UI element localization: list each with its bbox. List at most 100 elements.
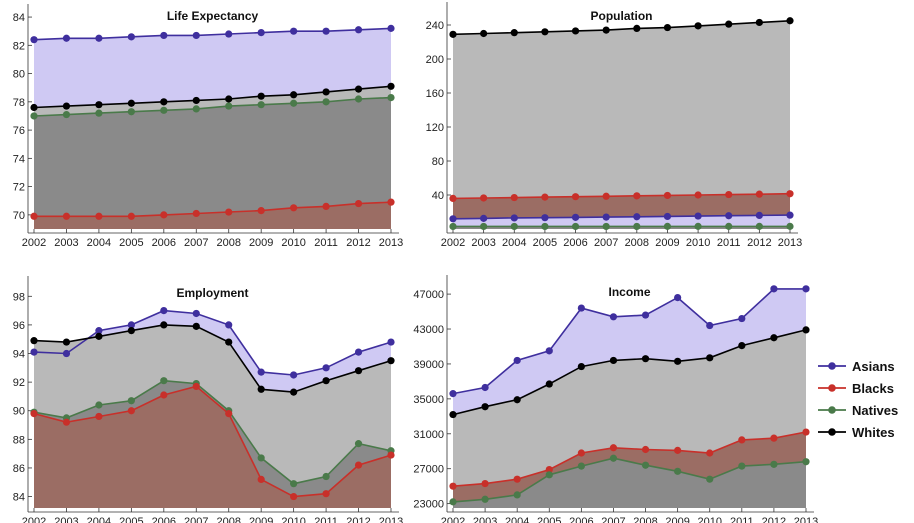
x-tick-label: 2010 (281, 237, 305, 249)
data-point-whites (510, 29, 518, 37)
data-point-natives (160, 106, 168, 114)
data-point-natives (602, 222, 610, 231)
data-point-asians (609, 313, 618, 321)
data-point-blacks (192, 382, 200, 391)
data-point-asians (95, 327, 103, 335)
y-tick-label: 70 (13, 210, 25, 222)
y-tick-label: 240 (426, 20, 444, 32)
data-point-whites (674, 357, 682, 365)
data-point-blacks (609, 444, 618, 452)
x-tick-label: 2003 (54, 237, 78, 249)
legend-label: Natives (852, 403, 898, 418)
x-tick-label: 2008 (633, 516, 657, 523)
data-point-blacks (481, 479, 489, 488)
data-point-blacks (192, 209, 200, 218)
data-point-natives (257, 454, 265, 462)
data-point-asians (387, 338, 395, 346)
data-point-asians (354, 26, 363, 34)
y-tick-label: 72 (13, 182, 25, 194)
x-tick-label: 2010 (281, 516, 305, 523)
y-tick-label: 160 (426, 88, 444, 100)
data-point-whites (545, 380, 553, 388)
y-tick-label: 200 (426, 54, 444, 66)
data-point-whites (738, 342, 746, 350)
data-point-whites (577, 362, 585, 371)
data-point-asians (30, 36, 38, 44)
data-point-blacks (290, 204, 298, 212)
data-point-asians (510, 214, 518, 222)
data-point-asians (257, 368, 265, 376)
data-point-natives (802, 458, 810, 466)
data-point-asians (663, 212, 672, 221)
chart-title: Life Expectancy (167, 9, 259, 23)
x-tick-label: 2004 (87, 516, 111, 523)
data-point-blacks (694, 191, 702, 199)
y-tick-label: 76 (13, 125, 25, 137)
area-band-natives (34, 97, 391, 217)
data-point-blacks (354, 461, 363, 469)
data-point-blacks (738, 436, 746, 444)
data-point-whites (192, 96, 200, 105)
legend-swatch-marker (828, 428, 836, 436)
x-tick-label: 2013 (379, 237, 403, 249)
data-point-blacks (225, 409, 233, 418)
x-tick-label: 2012 (762, 516, 786, 523)
data-point-whites (30, 337, 38, 345)
data-point-whites (786, 17, 794, 25)
x-tick-label: 2012 (346, 516, 370, 523)
chart-income: 23000 27000 31000 35000 39000 43000 47000 2002 2… (413, 275, 818, 523)
data-point-whites (541, 28, 549, 36)
x-tick-label: 2012 (346, 237, 370, 249)
data-point-whites (571, 27, 580, 35)
data-point-natives (449, 498, 457, 506)
data-point-whites (481, 403, 489, 411)
x-tick-label: 2004 (87, 237, 111, 249)
data-point-blacks (755, 190, 763, 198)
data-point-blacks (706, 449, 714, 457)
data-point-natives (725, 222, 733, 230)
y-tick-label: 35000 (413, 394, 444, 406)
chart-life-expectancy: 70 72 74 76 78 80 82 84 2002 2003 2004 2005 2006 2007… (13, 4, 403, 249)
data-point-blacks (449, 194, 457, 202)
data-point-blacks (127, 212, 135, 220)
x-tick-label: 2010 (697, 516, 721, 523)
data-point-blacks (354, 199, 363, 208)
data-point-natives (192, 105, 200, 113)
data-point-whites (160, 321, 168, 329)
data-point-natives (786, 222, 794, 230)
data-point-natives (127, 108, 135, 116)
legend-item-asians: Asians (818, 359, 895, 374)
y-tick-label: 98 (13, 291, 25, 303)
x-tick-label: 2009 (249, 237, 273, 249)
data-point-blacks (62, 418, 71, 426)
data-point-asians (545, 347, 553, 355)
data-point-natives (387, 94, 395, 102)
series-line-blacks (33, 385, 392, 498)
data-point-asians (786, 211, 794, 219)
data-point-natives (30, 112, 38, 120)
x-tick-label: 2008 (216, 516, 240, 523)
data-point-natives (62, 110, 71, 119)
area-band-asians (34, 28, 391, 108)
data-point-asians (192, 309, 200, 318)
legend: Asians Blacks Natives Whites (818, 359, 898, 440)
data-point-natives (354, 95, 363, 103)
data-point-blacks (160, 211, 168, 219)
series-line-whites (33, 85, 392, 109)
series-line-asians (33, 309, 392, 376)
data-point-natives (225, 102, 233, 110)
chart-title: Income (608, 285, 650, 299)
data-point-asians (290, 27, 298, 35)
area-band-whites (453, 20, 790, 199)
series-line-natives (33, 379, 392, 485)
x-tick-label: 2012 (747, 237, 771, 249)
data-point-whites (257, 385, 265, 393)
data-point-blacks (633, 192, 641, 200)
y-tick-label: 88 (13, 434, 25, 446)
y-tick-label: 39000 (413, 359, 444, 371)
data-point-whites (802, 326, 810, 334)
data-point-blacks (322, 202, 330, 210)
area-band-blacks (34, 202, 391, 229)
data-point-whites (663, 23, 672, 32)
legend-item-whites: Whites (818, 425, 895, 440)
